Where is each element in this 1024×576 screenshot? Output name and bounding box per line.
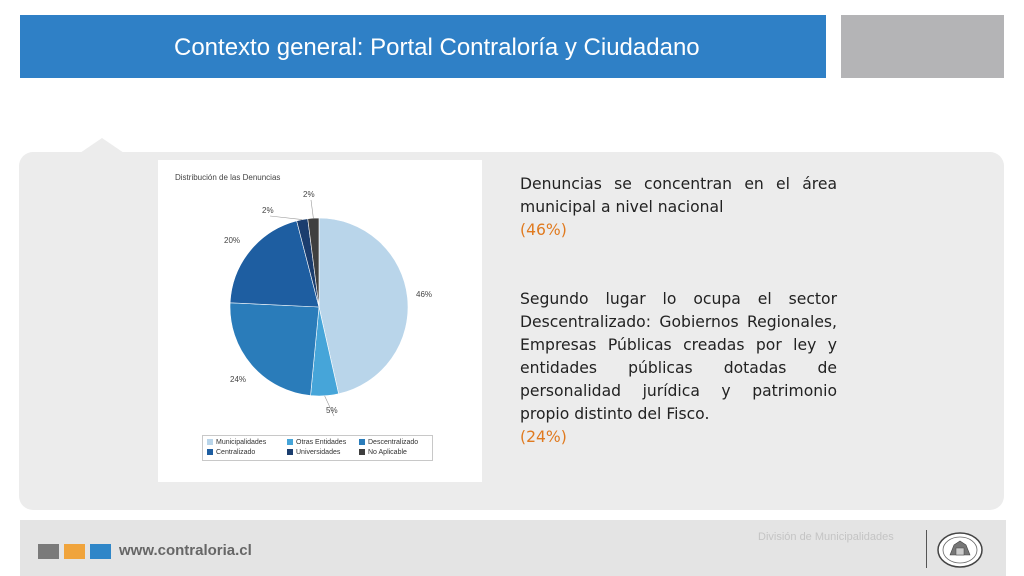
pie-data-label: 20%	[224, 236, 240, 245]
legend-swatch	[207, 439, 213, 445]
footer-square-blue	[90, 544, 111, 559]
legend-item: Descentralizado	[359, 437, 418, 447]
legend-swatch	[287, 439, 293, 445]
legend-item: Centralizado	[207, 447, 255, 457]
panel-notch	[80, 138, 124, 153]
pie-chart-container: Distribución de las Denuncias 46% 5% 24% 20…	[158, 160, 482, 482]
legend-label: Centralizado	[216, 448, 256, 456]
legend-label: Universidades	[296, 448, 341, 456]
pie-data-label: 24%	[230, 375, 246, 384]
pie-data-label: 46%	[416, 290, 432, 299]
legend-swatch	[359, 449, 365, 455]
paragraph-descentralizado: Segundo lugar lo ocupa el sector Descent…	[520, 290, 837, 423]
footer-bar	[20, 520, 1006, 576]
legend-label: Otras Entidades	[296, 438, 347, 446]
slide-title-bar: Contexto general: Portal Contraloría y C…	[20, 15, 826, 78]
chart-title: Distribución de las Denuncias	[175, 173, 281, 182]
pie-chart: 46% 5% 24% 20% 2% 2%	[224, 190, 432, 417]
leader-line	[310, 199, 314, 219]
pie-slice-municipalidades	[318, 217, 409, 395]
leader-line	[269, 215, 303, 220]
legend-label: Descentralizado	[368, 438, 419, 446]
footer-square-orange	[64, 544, 85, 559]
footer-division-label: División de Municipalidades	[758, 531, 894, 543]
legend-swatch	[359, 439, 365, 445]
legend-item: No Aplicable	[359, 447, 407, 457]
paragraph-municipal-pct: (46%)	[520, 221, 567, 239]
paragraph-municipal: Denuncias se concentran en el área munic…	[520, 175, 837, 216]
footer-url-link[interactable]: www.contraloria.cl	[119, 542, 252, 559]
pie-data-label: 2%	[262, 206, 274, 215]
chart-legend: Municipalidades Otras Entidades Descentral…	[202, 435, 433, 461]
legend-label: No Aplicable	[368, 448, 407, 456]
pie-data-label: 5%	[326, 406, 338, 415]
legend-swatch	[287, 449, 293, 455]
paragraph-descentralizado-pct: (24%)	[520, 428, 567, 446]
leader-line	[324, 395, 335, 417]
legend-item: Municipalidades	[207, 437, 266, 447]
pie-slice-descentralizado	[229, 302, 320, 396]
legend-swatch	[207, 449, 213, 455]
pie-data-label: 2%	[303, 190, 315, 199]
footer-square-gray	[38, 544, 59, 559]
slide-title: Contexto general: Portal Contraloría y C…	[174, 34, 700, 61]
title-side-block	[841, 15, 1004, 78]
text-column: Denuncias se concentran en el área munic…	[520, 173, 837, 449]
pie-slice-centralizado	[229, 220, 320, 308]
legend-item: Otras Entidades	[287, 437, 346, 447]
legend-label: Municipalidades	[216, 438, 267, 446]
legend-item: Universidades	[287, 447, 340, 457]
footer-divider	[926, 530, 927, 568]
contraloria-seal-logo	[937, 532, 983, 568]
